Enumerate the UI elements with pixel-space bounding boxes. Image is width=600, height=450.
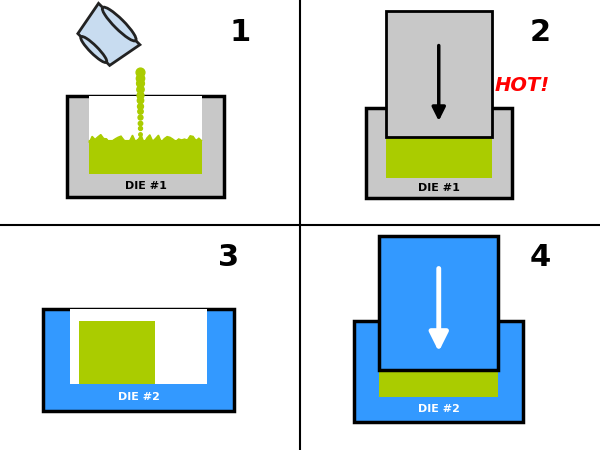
Bar xyxy=(386,11,491,137)
Bar xyxy=(379,320,499,397)
Text: DIE #1: DIE #1 xyxy=(418,183,460,193)
Bar xyxy=(89,96,202,174)
Bar xyxy=(67,96,224,197)
Text: 4: 4 xyxy=(529,243,551,272)
Bar xyxy=(379,236,499,370)
Text: DIE #2: DIE #2 xyxy=(418,405,460,414)
Bar xyxy=(355,320,523,422)
Text: 2: 2 xyxy=(529,18,551,47)
Text: DIE #2: DIE #2 xyxy=(118,392,160,402)
Text: HOT!: HOT! xyxy=(494,76,550,95)
Bar xyxy=(386,108,491,178)
Bar xyxy=(89,140,202,174)
Bar xyxy=(70,310,208,383)
Text: DIE #1: DIE #1 xyxy=(125,180,166,191)
Ellipse shape xyxy=(81,36,107,63)
Text: 1: 1 xyxy=(229,18,251,47)
Ellipse shape xyxy=(102,7,136,41)
Polygon shape xyxy=(78,3,140,65)
Polygon shape xyxy=(89,135,202,143)
Bar xyxy=(79,320,155,383)
Bar xyxy=(43,310,235,410)
Bar xyxy=(365,108,512,198)
Text: 3: 3 xyxy=(218,243,239,272)
Bar xyxy=(379,370,499,397)
Bar xyxy=(386,137,491,178)
